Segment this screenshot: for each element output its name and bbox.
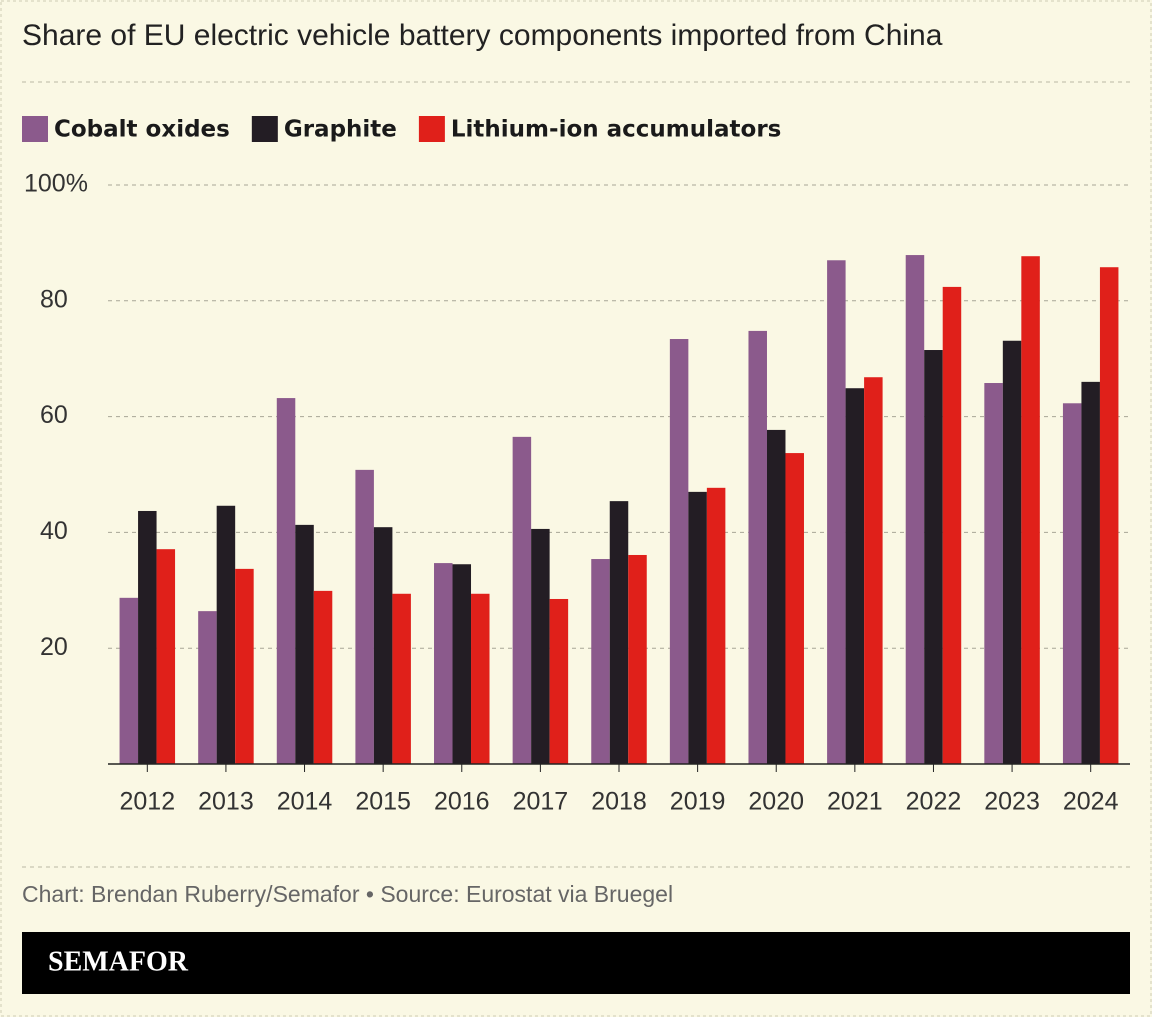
x-tick-label: 2016 [434,788,490,816]
bar [1021,256,1040,764]
bar [1081,381,1100,764]
bar [942,286,962,764]
bar [355,469,374,764]
bar [706,487,726,764]
bar [924,350,943,764]
legend-swatch [418,116,445,142]
bar [669,339,689,764]
bar [766,429,786,764]
legend-label: Cobalt oxides [54,117,230,143]
bar [688,491,707,764]
bar [373,527,393,764]
bar [591,559,610,764]
y-tick-label: 40 [40,517,68,545]
x-tick-label: 2024 [1063,788,1119,816]
x-tick-label: 2014 [277,788,333,816]
source-note: Chart: Brendan Ruberry/Semafor • Source:… [22,881,673,907]
x-tick-label: 2021 [827,788,883,816]
bar [845,388,865,764]
x-tick-label: 2022 [906,788,962,816]
x-tick-label: 2015 [355,788,411,816]
bar [452,564,472,764]
bar [156,549,176,764]
bar [434,563,453,764]
x-tick-label: 2019 [670,788,726,816]
bar [295,524,314,764]
y-tick-label: 60 [40,401,68,429]
bar [512,436,532,764]
bar [531,528,550,764]
y-tick-label: 20 [40,633,68,661]
bar [392,593,411,764]
bar [1099,267,1119,764]
bar [549,598,569,764]
bar [628,554,647,764]
x-tick-label: 2017 [513,788,569,816]
bar [471,593,490,764]
legend-label: Graphite [284,117,397,143]
bar [785,453,804,764]
brand-bar [22,932,1130,994]
bar [748,330,767,764]
bar [119,597,139,764]
legend-swatch [251,116,278,142]
x-tick-label: 2012 [119,788,175,816]
x-tick-label: 2013 [198,788,254,816]
bar [864,377,883,764]
x-tick-label: 2023 [984,788,1040,816]
bar [984,383,1003,764]
bar [138,510,157,764]
legend: Cobalt oxides Graphite Lithium-ion accumul… [22,116,781,143]
bar [609,501,629,764]
brand-logo: SEMAFOR [48,946,189,977]
bar [313,590,333,764]
y-tick-label: 100% [24,170,88,198]
x-tick-label: 2018 [591,788,647,816]
x-tick-label: 2020 [748,788,804,816]
bar [216,505,236,764]
bar [905,255,925,764]
chart-title: Share of EU electric vehicle battery com… [22,19,943,52]
bar [827,260,846,764]
y-tick-label: 80 [40,285,68,313]
legend-label: Lithium-ion accumulators [451,117,781,143]
bar [276,398,296,764]
bar [235,568,254,764]
bar [198,611,217,764]
bar [1062,403,1082,764]
legend-swatch [22,116,48,142]
bar [1002,340,1022,764]
